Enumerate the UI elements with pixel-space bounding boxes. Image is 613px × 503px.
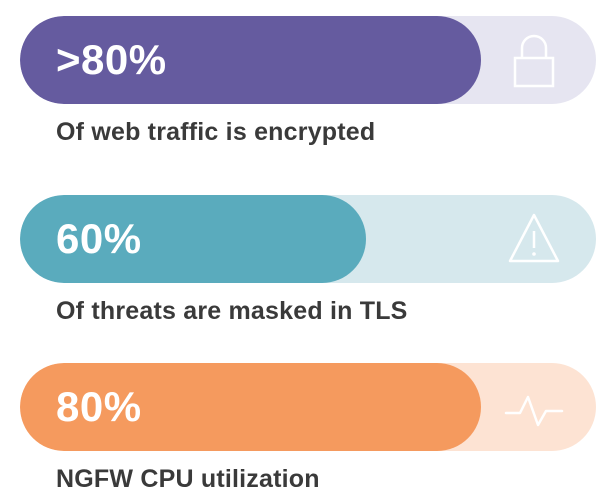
stat-caption: Of threats are masked in TLS [56, 297, 408, 325]
lock-icon [504, 28, 564, 92]
progress-fill [20, 195, 366, 283]
stat-caption: Of web traffic is encrypted [56, 118, 376, 146]
stat-caption: NGFW CPU utilization [56, 465, 320, 493]
stat-masked-threats: 60% Of threats are masked in TLS [20, 195, 596, 326]
stat-value: 60% [56, 215, 142, 262]
warning-icon [504, 207, 564, 271]
stat-value: >80% [56, 36, 167, 83]
progress-track: 80% [20, 363, 596, 451]
stat-value: 80% [56, 383, 142, 430]
progress-track: 60% [20, 195, 596, 283]
progress-track: >80% [20, 16, 596, 104]
stat-ngfw-cpu: 80% NGFW CPU utilization [20, 363, 596, 494]
progress-fill [20, 16, 481, 104]
progress-fill [20, 363, 481, 451]
stat-encrypted-traffic: >80% Of web traffic is encrypted [20, 16, 596, 147]
pulse-icon [504, 375, 564, 439]
